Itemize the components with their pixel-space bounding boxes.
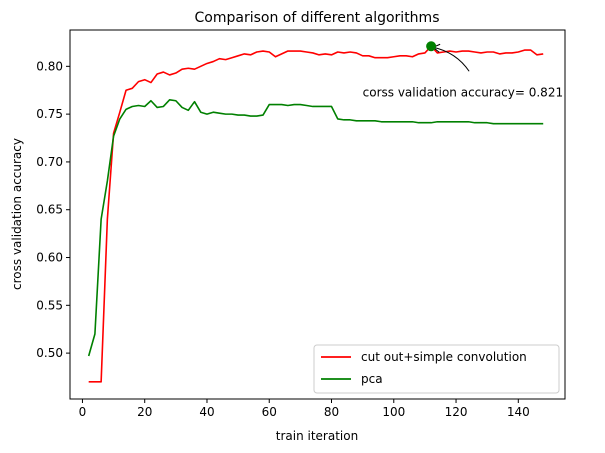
- x-tick-label: 40: [199, 405, 214, 419]
- x-tick-label: 80: [324, 405, 339, 419]
- annotation-text: corss validation accuracy= 0.821: [363, 85, 563, 99]
- y-axis: 0.50 0.55 0.60 0.65 0.70 0.75 0.80: [36, 59, 70, 360]
- x-tick-label: 20: [137, 405, 152, 419]
- plot-area: [87, 45, 544, 383]
- y-tick-label: 0.70: [36, 155, 63, 169]
- y-tick-label: 0.65: [36, 203, 63, 217]
- x-axis-label: train iteration: [276, 429, 358, 443]
- x-tick-label: 0: [79, 405, 87, 419]
- legend-label-pca: pca: [361, 372, 383, 386]
- x-tick-label: 100: [382, 405, 405, 419]
- series-line-0: [88, 45, 544, 383]
- y-axis-label: cross validation accuracy: [10, 138, 24, 290]
- y-tick-label: 0.55: [36, 298, 63, 312]
- y-tick-label: 0.75: [36, 107, 63, 121]
- x-axis: 0 20 40 60 80 100 120 140: [79, 399, 530, 419]
- legend-box: [313, 344, 560, 394]
- legend: cut out+simple convolution pca: [313, 344, 560, 394]
- axes-frame: [69, 29, 566, 400]
- x-tick-label: 120: [445, 405, 468, 419]
- series-line-1: [87, 98, 544, 357]
- legend-label-cut-out: cut out+simple convolution: [361, 350, 527, 364]
- x-tick-label: 60: [262, 405, 277, 419]
- x-tick-label: 140: [507, 405, 530, 419]
- annotation-marker: [426, 41, 437, 52]
- y-tick-label: 0.80: [36, 59, 63, 73]
- annotation: corss validation accuracy= 0.821: [363, 41, 563, 99]
- annotation-arrow: [433, 46, 470, 72]
- y-tick-label: 0.60: [36, 251, 63, 265]
- chart-title: Comparison of different algorithms: [195, 10, 440, 26]
- y-tick-label: 0.50: [36, 346, 63, 360]
